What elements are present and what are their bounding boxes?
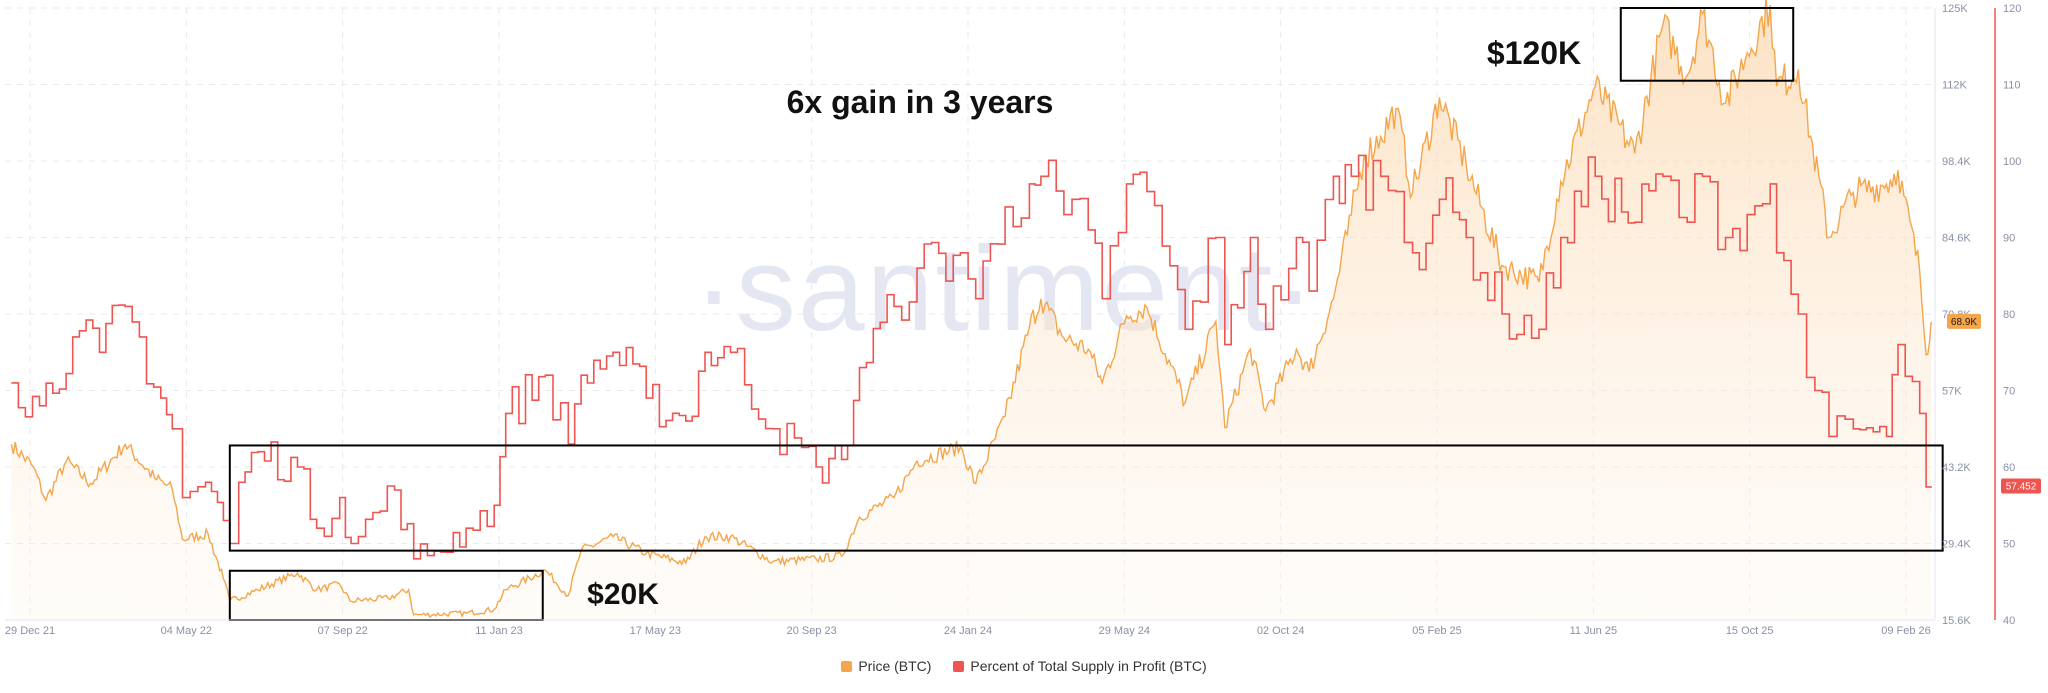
price-area xyxy=(11,0,1932,620)
x-tick-label: 29 May 24 xyxy=(1099,625,1150,637)
x-tick-label: 11 Jan 23 xyxy=(475,625,523,637)
legend: Price (BTC) Percent of Total Supply in P… xyxy=(0,658,2048,675)
legend-item-price[interactable]: Price (BTC) xyxy=(841,658,931,674)
price-tick-label: 57K xyxy=(1942,386,1962,398)
percent-tick-label: 40 xyxy=(2003,615,2015,627)
percent-tick-label: 80 xyxy=(2003,309,2015,321)
price-tick-label: 43.2K xyxy=(1942,462,1971,474)
legend-swatch-price xyxy=(841,660,853,672)
legend-swatch-profit xyxy=(953,660,965,672)
annotation-20k: $20K xyxy=(587,578,659,611)
legend-item-profit[interactable]: Percent of Total Supply in Profit (BTC) xyxy=(953,658,1207,674)
x-tick-label: 07 Sep 22 xyxy=(318,625,368,637)
percent-tick-label: 120 xyxy=(2003,3,2021,15)
x-tick-label: 11 Jun 25 xyxy=(1570,625,1618,637)
price-tick-label: 98.4K xyxy=(1942,156,1971,168)
x-tick-label: 02 Oct 24 xyxy=(1257,625,1305,637)
percent-tick-label: 60 xyxy=(2003,462,2015,474)
annotation-box xyxy=(1619,7,1795,82)
legend-label-profit: Percent of Total Supply in Profit (BTC) xyxy=(970,658,1207,674)
x-tick-label: 15 Oct 25 xyxy=(1726,625,1774,637)
price-tick-label: 84.6K xyxy=(1942,233,1971,245)
x-tick-label: 24 Jan 24 xyxy=(944,625,992,637)
legend-label-price: Price (BTC) xyxy=(858,658,932,674)
x-tick-label: 20 Sep 23 xyxy=(787,625,837,637)
price-tick-label: 125K xyxy=(1942,3,1968,15)
annotation-box xyxy=(228,444,1944,552)
percent-value-badge xyxy=(2001,478,2041,494)
price-tick-label: 15.6K xyxy=(1942,615,1971,627)
percent-tick-label: 70 xyxy=(2003,386,2015,398)
x-tick-label: 29 Dec 21 xyxy=(5,625,55,637)
annotation-6x-gain: 6x gain in 3 years xyxy=(787,84,1054,120)
supply-in-profit-line xyxy=(11,154,1932,560)
percent-value-badge-label: 57.452 xyxy=(2006,481,2037,492)
annotation-120k: $120K xyxy=(1487,35,1581,71)
price-tick-label: 112K xyxy=(1942,80,1968,92)
x-tick-label: 04 May 22 xyxy=(161,625,212,637)
percent-tick-label: 100 xyxy=(2003,156,2021,168)
price-value-badge xyxy=(1947,313,1981,329)
price-tick-label: 29.4K xyxy=(1942,539,1971,551)
x-tick-label: 05 Feb 25 xyxy=(1412,625,1462,637)
percent-tick-label: 90 xyxy=(2003,233,2015,245)
value-badges: 68.9K 57.452 xyxy=(1947,313,2041,494)
percent-tick-label: 50 xyxy=(2003,539,2015,551)
x-tick-label: 17 May 23 xyxy=(630,625,681,637)
price-value-badge-label: 68.9K xyxy=(1951,317,1977,328)
annotation-boxes xyxy=(228,7,1944,622)
percent-tick-label: 110 xyxy=(2003,80,2021,92)
price-line xyxy=(10,0,1932,619)
x-tick-label: 09 Feb 26 xyxy=(1881,625,1931,637)
